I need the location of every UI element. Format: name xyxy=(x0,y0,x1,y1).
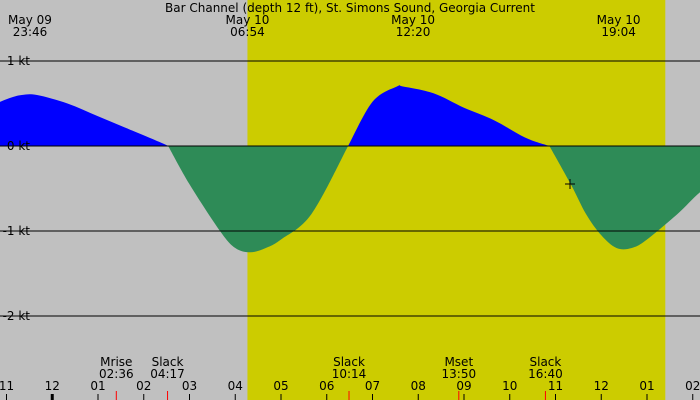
event-time: 02:36 xyxy=(99,367,134,381)
hour-label: 06 xyxy=(319,379,334,393)
hour-label: 11 xyxy=(0,379,14,393)
hour-label: 11 xyxy=(548,379,563,393)
hour-label: 08 xyxy=(411,379,426,393)
event-name: Mrise xyxy=(100,355,132,369)
event-time: 10:14 xyxy=(332,367,367,381)
event-time: 16:40 xyxy=(528,367,563,381)
event-name: Slack xyxy=(530,355,562,369)
hour-label: 09 xyxy=(456,379,471,393)
hour-label: 10 xyxy=(502,379,517,393)
event-time: 06:54 xyxy=(230,25,265,39)
event-name: Mset xyxy=(444,355,473,369)
bottom-events: Mrise02:36Slack04:17Slack10:14Mset13:50S… xyxy=(99,355,563,400)
event-name: Slack xyxy=(152,355,184,369)
hour-label: 07 xyxy=(365,379,380,393)
hour-label: 01 xyxy=(639,379,654,393)
hour-label: 12 xyxy=(45,379,60,393)
y-tick-label: 0 kt xyxy=(7,139,30,153)
y-tick-label: -1 kt xyxy=(3,224,31,238)
hour-label: 02 xyxy=(136,379,151,393)
hour-label: 04 xyxy=(228,379,243,393)
ebb-area xyxy=(168,146,349,253)
event-time: 12:20 xyxy=(396,25,431,39)
y-tick-label: -2 kt xyxy=(3,309,31,323)
event-time: 13:50 xyxy=(442,367,477,381)
crosshair-cursor xyxy=(565,179,575,189)
event-time: 19:04 xyxy=(601,25,636,39)
event-name: Slack xyxy=(333,355,365,369)
event-time: 23:46 xyxy=(13,25,48,39)
ebb-area xyxy=(549,146,700,250)
event-date: May 10 xyxy=(597,13,641,27)
x-axis-hours: 1112010203040506070809101112010203040506… xyxy=(0,379,700,400)
grid-lines xyxy=(0,60,700,317)
flood-area xyxy=(348,85,550,146)
chart-title: Bar Channel (depth 12 ft), St. Simons So… xyxy=(165,1,535,15)
event-date: May 10 xyxy=(391,13,435,27)
hour-label: 01 xyxy=(90,379,105,393)
y-tick-label: 1 kt xyxy=(7,54,30,68)
y-axis-labels: 1 kt 0 kt -1 kt -2 kt xyxy=(3,54,31,323)
hour-label: 02 xyxy=(685,379,700,393)
current-area xyxy=(0,85,700,253)
event-date: May 09 xyxy=(8,13,52,27)
event-date: May 10 xyxy=(225,13,269,27)
hour-label: 05 xyxy=(273,379,288,393)
hour-label: 03 xyxy=(182,379,197,393)
hour-label: 12 xyxy=(594,379,609,393)
flood-area xyxy=(0,94,169,146)
event-time: 04:17 xyxy=(150,367,185,381)
